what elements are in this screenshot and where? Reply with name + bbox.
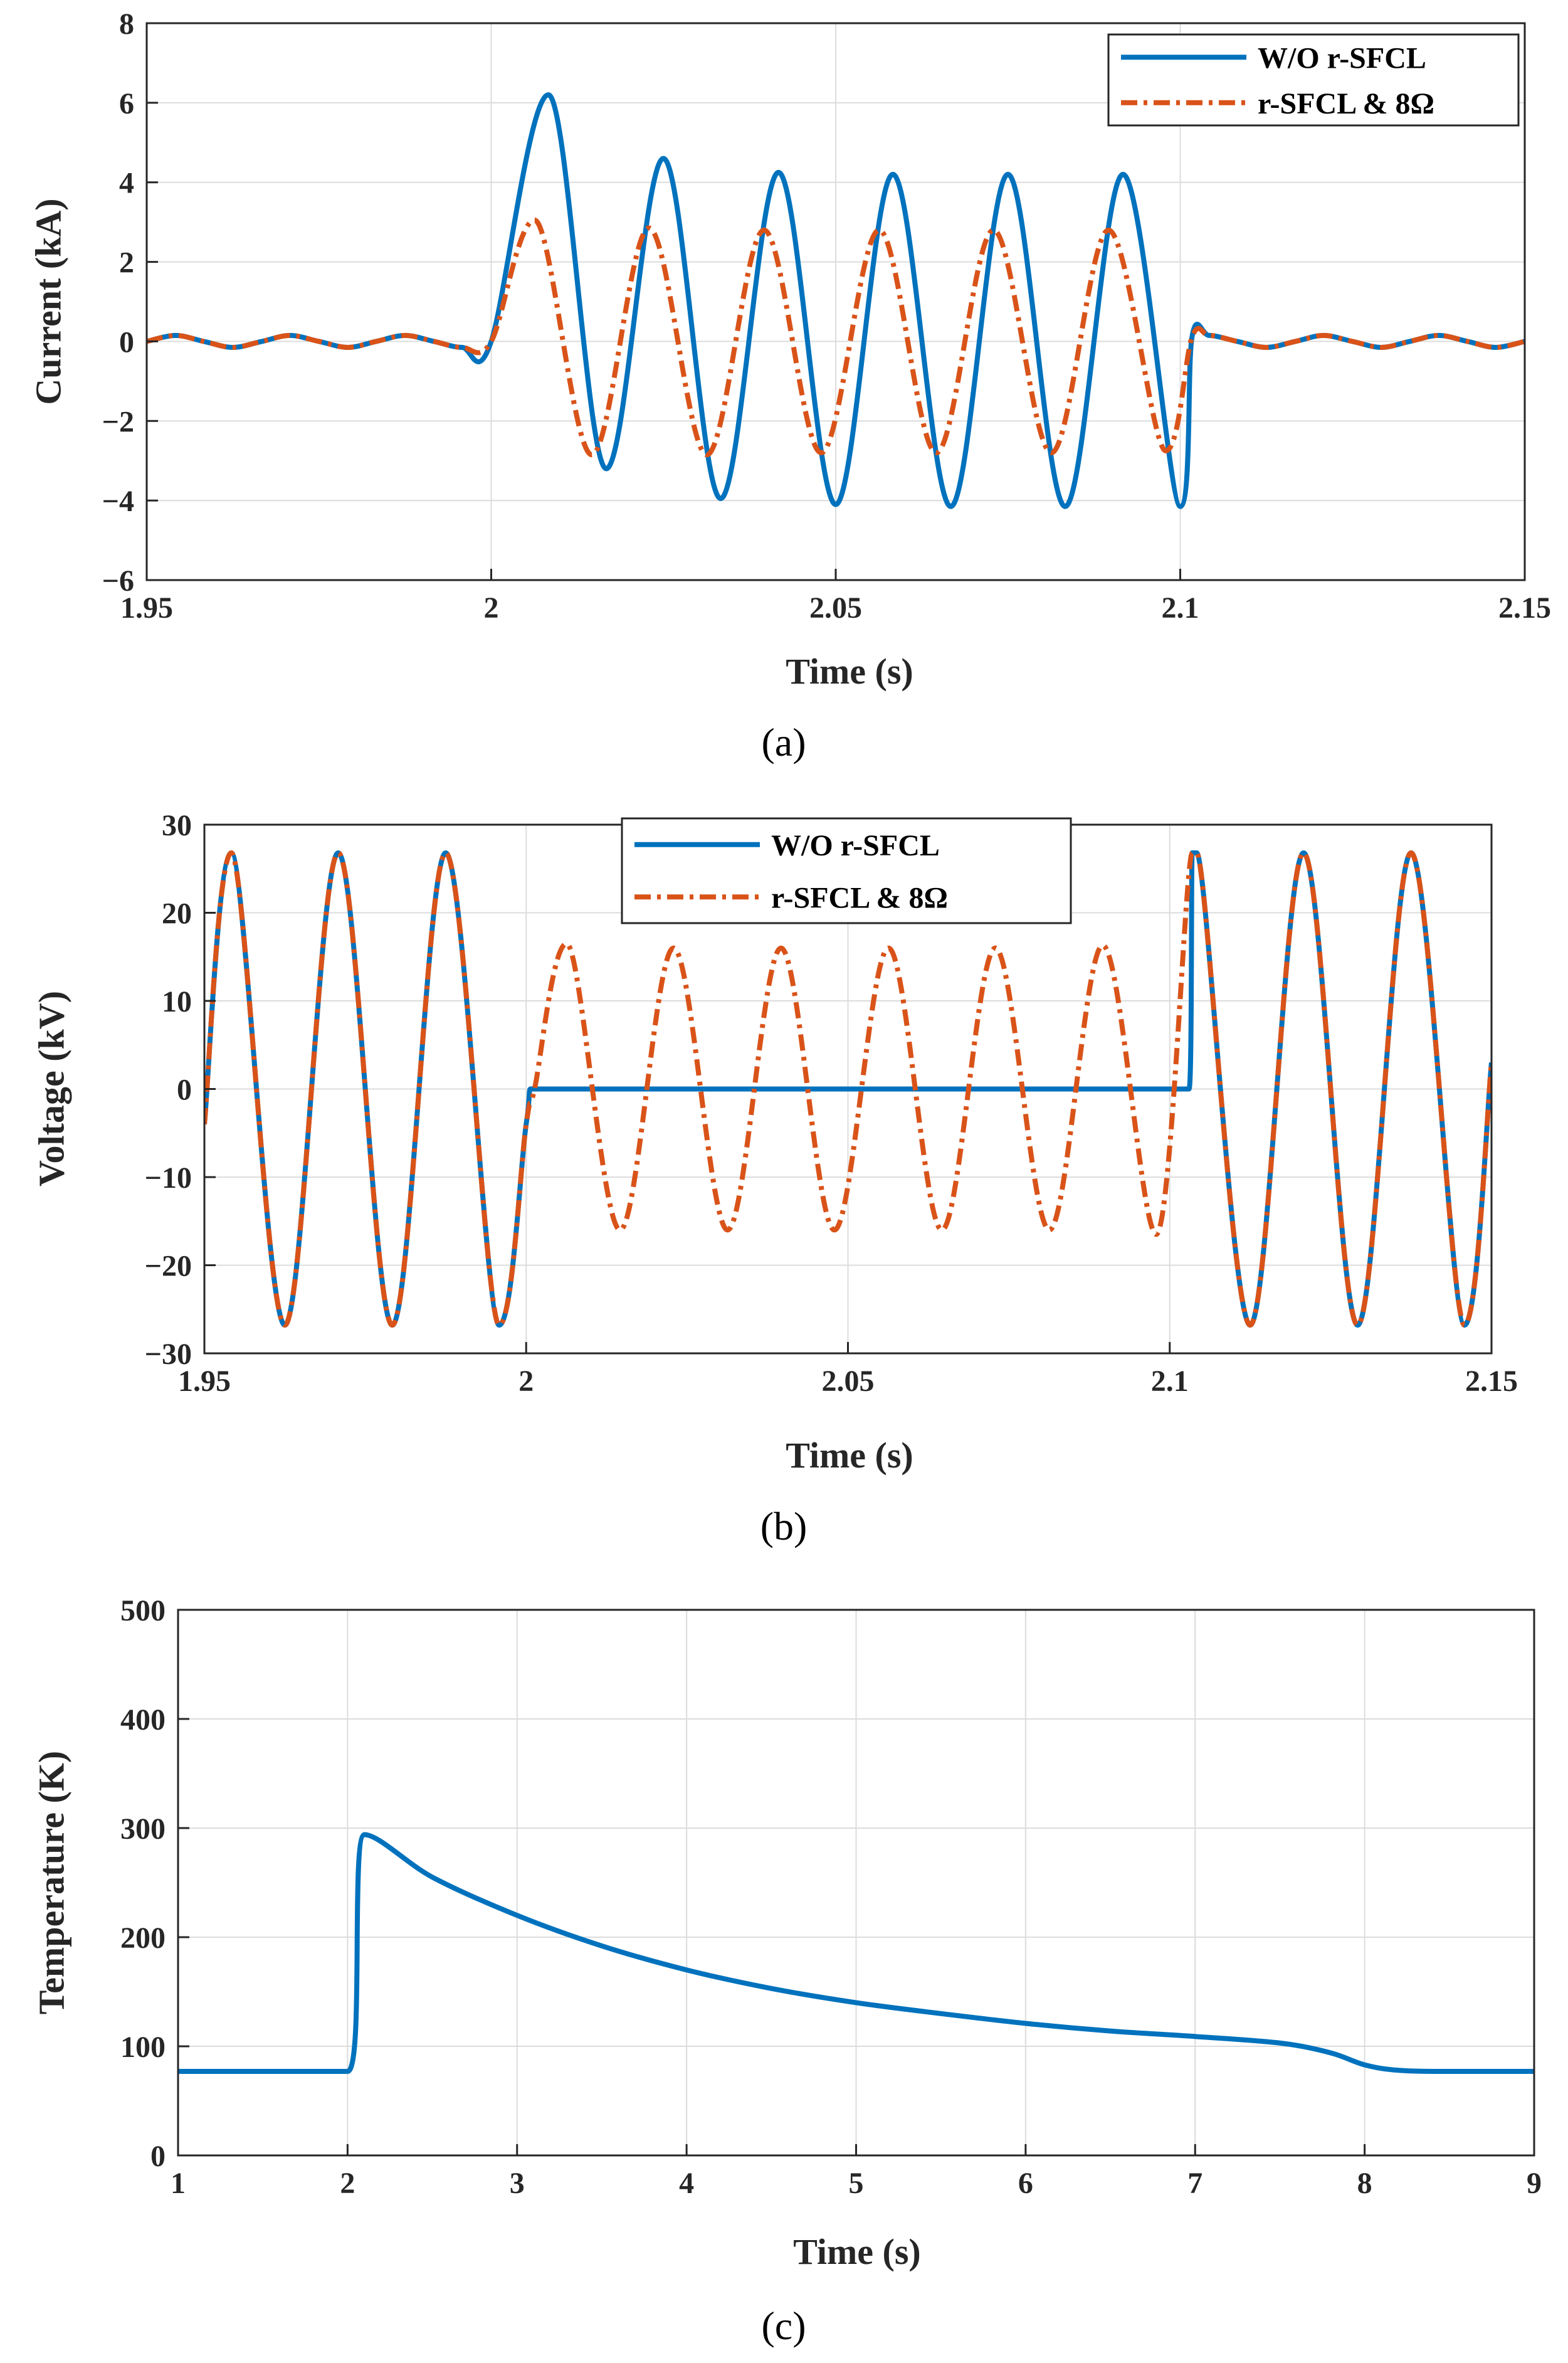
panel-c: 1 2 3 4 5 6 7 8 9 0 100 200 300 400 500 Time (s) Tempera… (31, 1594, 1542, 2348)
x-tick-label: 2 (340, 2167, 355, 2200)
y-tick-label: 300 (120, 1812, 166, 1846)
y-axis-label: Voltage (kV) (31, 991, 72, 1187)
series-group (178, 1832, 1534, 2075)
y-tick-label: −30 (145, 1338, 192, 1371)
panel-caption: (b) (760, 1504, 808, 1548)
series-line-secondary (204, 850, 1492, 1328)
series-group (147, 92, 1525, 509)
x-axis-label: Time (s) (793, 2231, 921, 2272)
legend-label: r-SFCL & 8Ω (771, 881, 948, 914)
x-tick-label: 5 (849, 2167, 864, 2200)
y-tick-label: 500 (120, 1594, 166, 1627)
x-tick-label: 7 (1187, 2167, 1202, 2200)
x-tick-label: 2.15 (1465, 1365, 1518, 1398)
y-tick-label: 10 (162, 985, 192, 1018)
legend-label: r-SFCL & 8Ω (1258, 87, 1434, 120)
y-tick-label: −20 (145, 1250, 192, 1283)
series-line-primary (147, 92, 1525, 509)
x-tick-label: 2.1 (1151, 1365, 1189, 1398)
y-tick-label: 200 (120, 1922, 166, 1955)
y-tick-label: 4 (119, 167, 134, 200)
y-tick-label: 0 (119, 325, 134, 359)
x-tick-label: 9 (1527, 2167, 1542, 2200)
legend: W/O r-SFCL r-SFCL & 8Ω (621, 817, 1072, 924)
y-tick-label: 6 (119, 87, 134, 120)
y-tick-label: −6 (102, 564, 134, 598)
y-tick-label: −4 (102, 485, 134, 518)
x-tick-label: 2.1 (1162, 591, 1199, 625)
x-tick-label: 6 (1018, 2167, 1033, 2200)
legend-label: W/O r-SFCL (771, 829, 940, 862)
legend-box (621, 817, 1072, 924)
y-axis-label: Current (kA) (28, 198, 69, 404)
y-tick-label: 8 (119, 8, 134, 41)
x-tick-label: 4 (679, 2167, 694, 2200)
panel-b: 1.95 2 2.05 2.1 2.15 −30 −20 −10 0 10 20 30 Time (s)… (31, 809, 1518, 1548)
x-tick-label: 8 (1357, 2167, 1372, 2200)
x-tick-label: 3 (510, 2167, 525, 2200)
y-tick-label: 2 (119, 246, 134, 280)
x-tick-label: 2 (484, 591, 499, 625)
x-tick-label: 2.05 (822, 1365, 875, 1398)
legend: W/O r-SFCL r-SFCL & 8Ω (1107, 33, 1520, 127)
panel-caption: (a) (761, 720, 806, 764)
y-tick-label: 100 (120, 2031, 166, 2064)
legend-box (1107, 33, 1520, 127)
series-line-primary (178, 1832, 1534, 2075)
panel-a: 1.95 2 2.05 2.1 2.15 −6 −4 −2 0 2 4 6 8 Time (s) Curre… (28, 8, 1551, 764)
y-axis-label: Temperature (K) (31, 1751, 72, 2014)
y-tick-label: −10 (145, 1161, 192, 1195)
x-axis-label: Time (s) (786, 651, 913, 692)
x-tick-label: 2.05 (809, 591, 862, 625)
x-tick-label: 1 (171, 2167, 186, 2200)
y-tick-label: 0 (150, 2140, 166, 2173)
series-line-secondary (147, 217, 1525, 458)
x-axis-label: Time (s) (786, 1435, 913, 1476)
y-tick-label: −2 (102, 405, 134, 438)
series-group (204, 850, 1492, 1328)
y-tick-label: 0 (177, 1074, 192, 1107)
y-tick-label: 20 (162, 897, 192, 931)
y-tick-label: 400 (120, 1703, 166, 1737)
panel-caption: (c) (761, 2303, 806, 2348)
x-tick-label: 2.15 (1498, 591, 1551, 625)
x-tick-label: 1.95 (178, 1365, 231, 1398)
x-tick-label: 1.95 (120, 591, 173, 625)
x-tick-label: 2 (518, 1365, 534, 1398)
legend-label: W/O r-SFCL (1258, 41, 1426, 75)
y-tick-label: 30 (162, 809, 192, 842)
